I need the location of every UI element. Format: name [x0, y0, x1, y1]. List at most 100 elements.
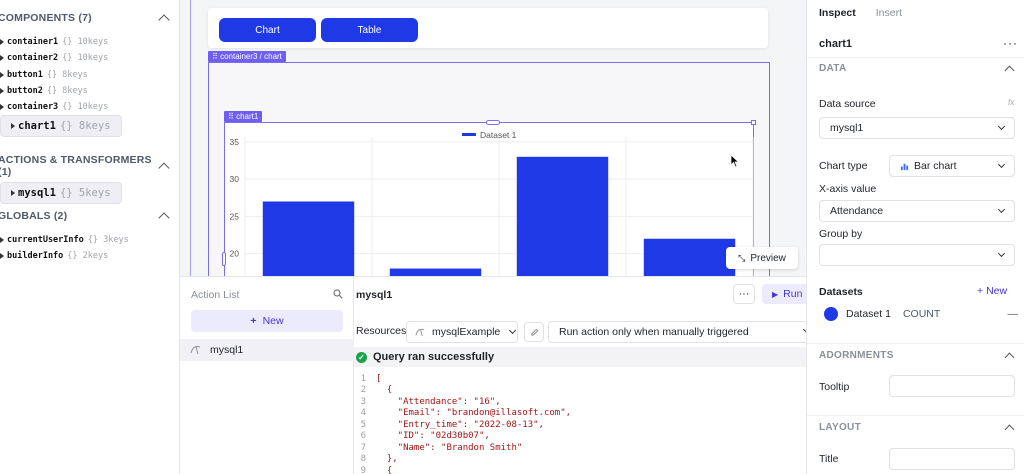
editor-canvas[interactable]: Chart Table ⠿ container3 / chart ⠿ chart… — [180, 0, 806, 276]
adornments-group-header[interactable]: ADORNMENTS — [807, 343, 1024, 367]
tree-item-currentUserInfo[interactable]: currentUserInfo{} 3keys — [0, 232, 179, 248]
table-button[interactable]: Table — [321, 18, 418, 42]
expand-arrow-icon[interactable] — [0, 88, 4, 95]
mouse-cursor-icon — [730, 154, 740, 168]
bar[interactable] — [262, 201, 355, 277]
expand-arrow-icon[interactable] — [11, 190, 15, 196]
legend-label: Dataset 1 — [480, 130, 517, 140]
globals-list: currentUserInfo{} 3keys builderInfo{} 2ke… — [0, 232, 179, 265]
collapse-chevron-icon[interactable] — [158, 14, 170, 26]
layout-group-header[interactable]: LAYOUT — [807, 415, 1024, 439]
bar[interactable] — [389, 268, 482, 276]
dataset-aggregation: COUNT — [902, 308, 941, 320]
fx-toggle[interactable]: fx — [1008, 98, 1015, 107]
resource-select[interactable]: mysqlExample — [406, 321, 518, 343]
y-tick-label: 35 — [230, 137, 240, 147]
group-by-label: Group by — [819, 228, 863, 240]
code-text: "Entry_time": "2022-08-13", — [376, 419, 544, 430]
expand-arrow-icon[interactable] — [0, 39, 4, 46]
group-by-select[interactable] — [819, 244, 1015, 266]
chart-type-label: Chart type — [819, 160, 868, 172]
tree-item-name: currentUserInfo — [7, 235, 84, 246]
play-icon: ▶ — [772, 289, 779, 299]
preview-button[interactable]: ⤡ Preview — [726, 247, 798, 269]
tree-item-container3[interactable]: container3{} 10keys — [0, 99, 179, 115]
collapse-chevron-icon[interactable] — [158, 212, 170, 224]
tab-inspect[interactable]: Inspect — [819, 7, 856, 19]
bar-chart: 35 30 25 20 Dataset 1 — [230, 130, 754, 277]
tree-item-name: button1 — [7, 69, 43, 80]
code-line: 1[ — [354, 373, 806, 385]
edit-resource-button[interactable] — [524, 322, 544, 342]
x-axis-select[interactable]: Attendance — [819, 200, 1015, 222]
expand-arrow-icon[interactable] — [0, 253, 4, 260]
expand-arrow-icon[interactable] — [0, 55, 4, 62]
actions-section-header[interactable]: ACTIONS & TRANSFORMERS (1) — [0, 154, 179, 178]
inspector-panel: Inspect Insert chart1 ··· DATA Data sour… — [806, 0, 1024, 474]
bar[interactable] — [516, 156, 609, 276]
expand-arrow-icon[interactable] — [0, 104, 4, 111]
trigger-mode-select[interactable]: Run action only when manually triggered — [548, 321, 811, 343]
tab-insert[interactable]: Insert — [875, 7, 903, 19]
action-item-mysql1[interactable]: mysql1 — [180, 339, 354, 361]
tree-item-builderInfo[interactable]: builderInfo{} 2keys — [0, 248, 179, 264]
tree-item-container2[interactable]: container2{} 10keys — [0, 50, 179, 66]
layout-group-title: LAYOUT — [819, 422, 861, 433]
tree-item-mysql1[interactable]: mysql1{} 5keys — [0, 182, 122, 204]
code-line: 6 "ID": "02d30b07", — [354, 431, 806, 443]
bar-chart-icon — [900, 163, 909, 170]
tree-item-chart1[interactable]: chart1{} 8keys — [0, 115, 122, 138]
tree-item-meta: {} 8keys — [46, 69, 88, 80]
tree-item-button1[interactable]: button1{} 8keys — [0, 67, 179, 83]
dataset-row[interactable]: Dataset 1 COUNT — — [824, 307, 1018, 321]
container1[interactable]: Chart Table — [208, 8, 768, 48]
new-action-button[interactable]: + New — [191, 310, 343, 332]
selected-component-name[interactable]: chart1 — [819, 38, 853, 50]
chart-type-select[interactable]: Bar chart — [889, 155, 1015, 177]
title-input[interactable] — [889, 448, 1015, 470]
canvas-guide-line — [190, 0, 191, 276]
component-more-button[interactable]: ··· — [1003, 36, 1018, 50]
x-axis-value: Attendance — [830, 205, 884, 217]
code-text: }, — [376, 454, 398, 465]
action-title[interactable]: mysql1 — [356, 289, 393, 301]
expand-arrow-icon[interactable] — [0, 71, 4, 78]
search-icon[interactable] — [333, 289, 343, 299]
success-check-icon: ✓ — [356, 351, 367, 363]
tree-item-button2[interactable]: button2{} 8keys — [0, 83, 179, 99]
expand-arrow-icon[interactable] — [0, 237, 4, 244]
title-label: Title — [819, 453, 839, 465]
more-options-button[interactable]: ··· — [733, 284, 755, 304]
action-item-label: mysql1 — [210, 344, 244, 356]
chart-type-value: Bar chart — [914, 160, 957, 172]
query-result-code[interactable]: 1[2 {3 "Attendance": "16", 4 "Email": "br… — [354, 373, 806, 474]
resize-handle-corner[interactable] — [751, 120, 756, 125]
chart1-widget[interactable]: 35 30 25 20 Dataset 1 — [224, 122, 754, 276]
dataset-color-swatch[interactable] — [824, 307, 838, 321]
tooltip-input[interactable] — [889, 375, 1015, 397]
tree-item-meta: {} 8keys — [59, 120, 111, 133]
tree-item-meta: {} 10keys — [62, 53, 109, 64]
expand-arrow-icon[interactable] — [11, 123, 15, 130]
trigger-mode-value: Run action only when manually triggered — [559, 326, 749, 338]
components-section-header[interactable]: COMPONENTS (7) — [0, 9, 179, 27]
globals-section-header[interactable]: GLOBALS (2) — [0, 207, 179, 225]
container3-selection-tag: ⠿ container3 / chart — [208, 51, 286, 62]
line-number: 7 — [360, 442, 366, 453]
add-dataset-button[interactable]: + New — [977, 285, 1008, 297]
resize-handle-top[interactable] — [486, 120, 500, 125]
code-line: 2 { — [354, 385, 806, 397]
chart-button[interactable]: Chart — [219, 18, 316, 42]
pencil-icon — [530, 328, 538, 336]
remove-dataset-button[interactable]: — — [1007, 308, 1019, 320]
tree-item-container1[interactable]: container1{} 10keys — [0, 34, 179, 50]
line-number: 4 — [360, 408, 366, 419]
data-group-header[interactable]: DATA — [807, 57, 1024, 79]
bar[interactable] — [643, 238, 736, 276]
data-source-select[interactable]: mysql1 — [819, 117, 1015, 139]
data-source-value: mysql1 — [830, 122, 864, 134]
tree-item-meta: {} 3keys — [87, 235, 129, 246]
resize-handle-left[interactable] — [222, 252, 226, 266]
tree-item-meta: {} 8keys — [46, 86, 88, 97]
mysql-icon — [415, 328, 425, 336]
